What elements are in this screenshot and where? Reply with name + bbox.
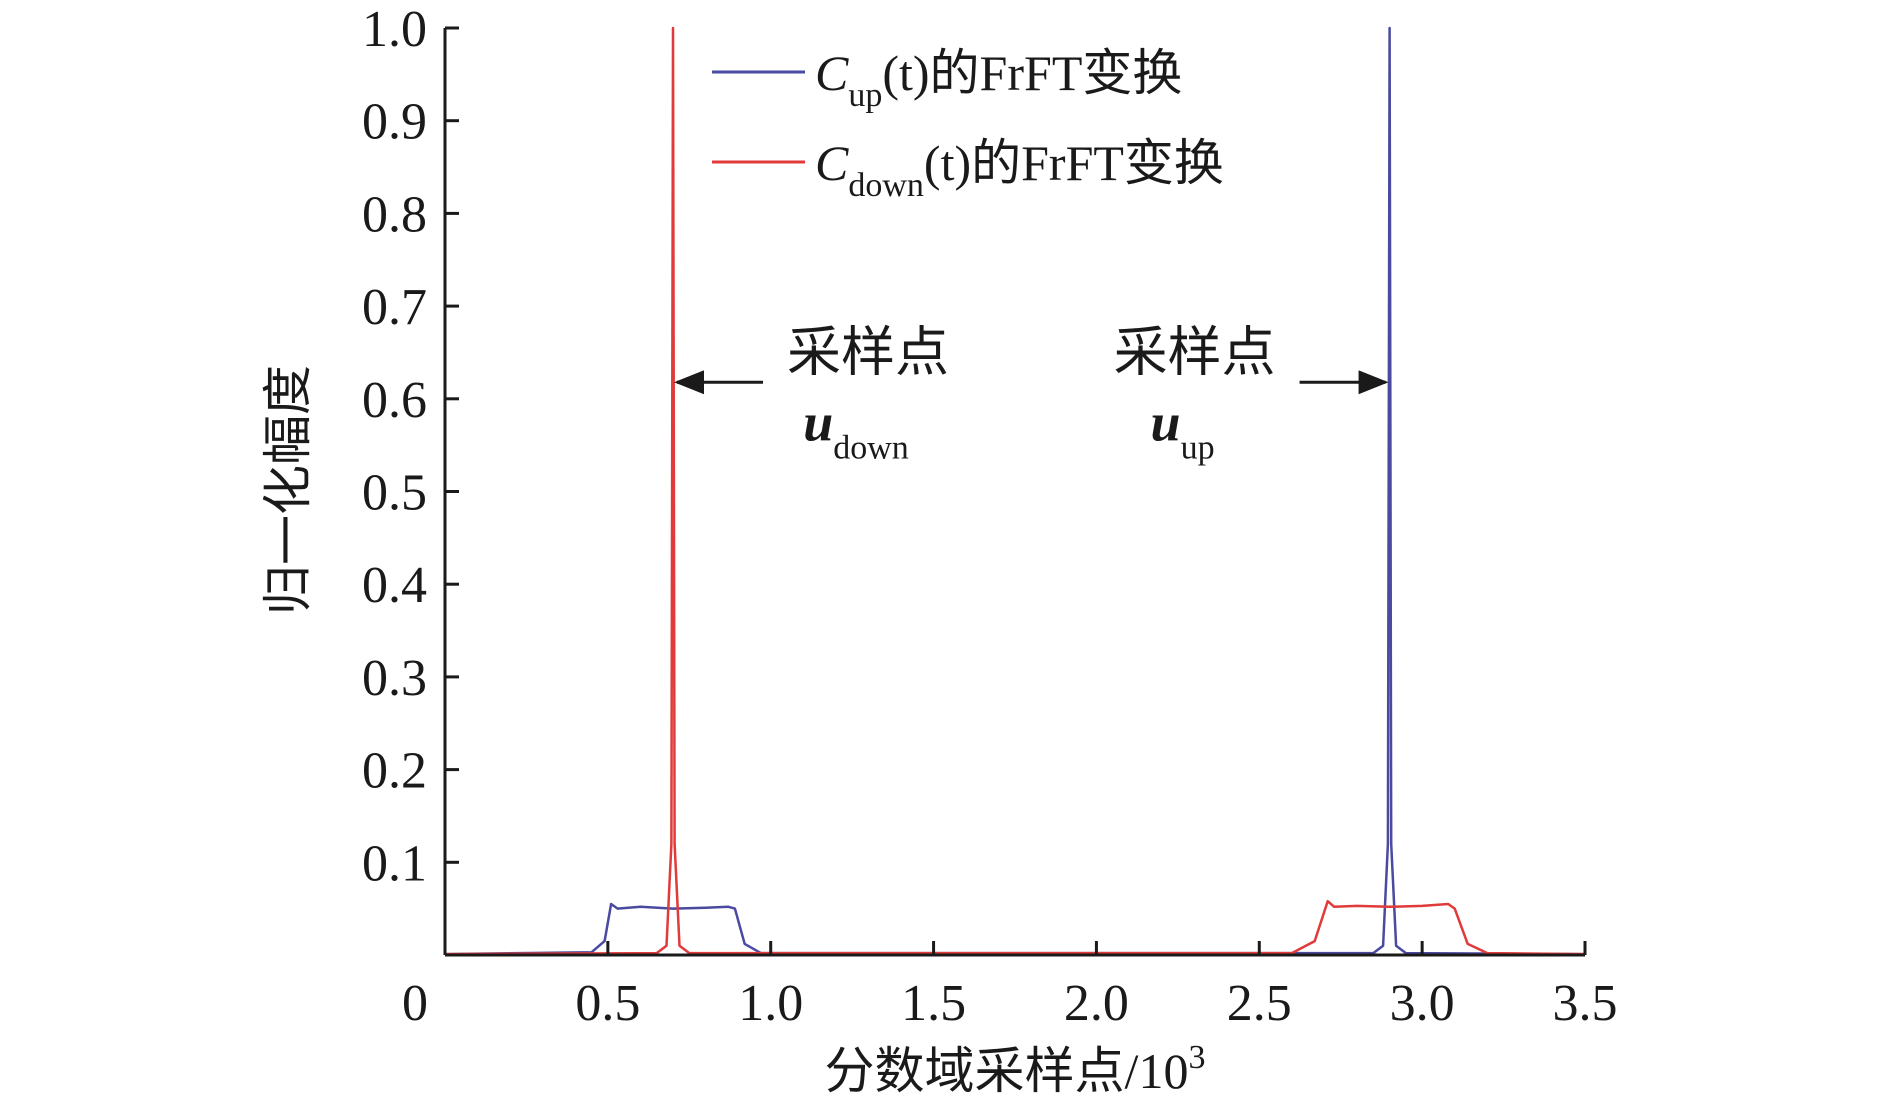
legend: Cup(t)的FrFT变换 Cdown(t)的FrFT变换: [712, 45, 1224, 204]
y-tick-label: 0.9: [362, 94, 427, 151]
annotation-label: 采样点: [787, 322, 949, 382]
y-tick-label: 0.2: [362, 743, 427, 800]
annotation-label: 采样点: [1114, 322, 1276, 382]
x-tick-label: 1.0: [738, 975, 803, 1032]
x-tick-label: 1.5: [901, 975, 966, 1032]
annotation-variable: udown: [803, 392, 909, 466]
y-tick-label: 0.7: [362, 279, 427, 336]
legend-label-up: Cup(t)的FrFT变换: [815, 45, 1182, 114]
y-tick-label: 0.1: [362, 835, 427, 892]
series-line-up: [444, 26, 1586, 956]
origin-label: 0: [402, 975, 428, 1032]
x-axis-title-superscript: 3: [1188, 1039, 1205, 1076]
y-tick-label: 1.0: [362, 1, 427, 58]
legend-label-down: Cdown(t)的FrFT变换: [815, 135, 1224, 204]
plot-lines: [444, 26, 1586, 956]
x-ticks: 0.5 1.0 1.5 2.0 2.5 3.0 3.5: [575, 941, 1618, 1032]
y-tick-label: 0.6: [362, 372, 427, 429]
annotation-up: 采样点 uup: [1114, 322, 1389, 466]
y-axis-title: 归一化幅度: [260, 365, 316, 615]
x-tick-label: 0.5: [575, 975, 640, 1032]
y-ticks: 0.1 0.2 0.3 0.4 0.5 0.6 0.7 0.8 0.9 1.0: [362, 1, 459, 892]
x-tick-label: 2.0: [1064, 975, 1129, 1032]
y-tick-label: 0.8: [362, 186, 427, 243]
y-tick-label: 0.5: [362, 465, 427, 522]
y-tick-label: 0.4: [362, 557, 427, 614]
y-tick-label: 0.3: [362, 650, 427, 707]
x-axis-title-main: 分数域采样点/10: [825, 1043, 1189, 1099]
annotations: 采样点 udown 采样点 uup: [674, 322, 1389, 466]
x-tick-label: 3.0: [1390, 975, 1455, 1032]
x-axis-title: 分数域采样点/103: [825, 1039, 1206, 1099]
annotation-variable: uup: [1151, 392, 1215, 466]
series-line-down: [444, 26, 1586, 956]
annotation-down: 采样点 udown: [674, 322, 949, 466]
x-tick-label: 2.5: [1227, 975, 1292, 1032]
x-tick-label: 3.5: [1553, 975, 1618, 1032]
